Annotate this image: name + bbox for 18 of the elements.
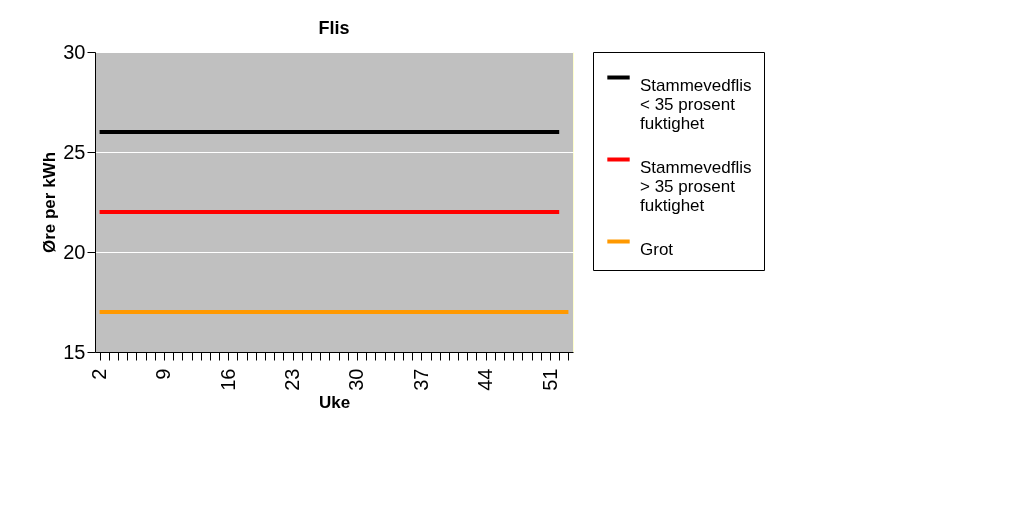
y-tick-label: 20 <box>63 240 86 263</box>
x-tick-label: 23 <box>281 368 304 391</box>
x-tick-label: 16 <box>216 368 239 391</box>
y-tick-label: 30 <box>63 40 86 63</box>
chart-title: Flis <box>318 18 350 38</box>
x-tick-label: 51 <box>538 368 561 391</box>
y-tick-label: 25 <box>63 140 86 163</box>
x-tick-label: 9 <box>152 368 175 380</box>
y-tick-label: 15 <box>63 340 86 363</box>
x-tick-label: 30 <box>345 368 368 391</box>
x-tick-label: 2 <box>88 368 111 380</box>
legend-label: Stammevedflis > 35 prosent fuktighet <box>640 157 752 215</box>
x-tick-label: 37 <box>409 368 432 391</box>
legend-label: Grot <box>640 239 674 259</box>
x-tick-label: 44 <box>474 368 497 391</box>
legend-label: Stammevedflis < 35 prosent fuktighet <box>640 75 752 133</box>
y-axis-title: Øre per kWh <box>40 151 60 254</box>
x-axis-title: Uke <box>318 392 351 412</box>
